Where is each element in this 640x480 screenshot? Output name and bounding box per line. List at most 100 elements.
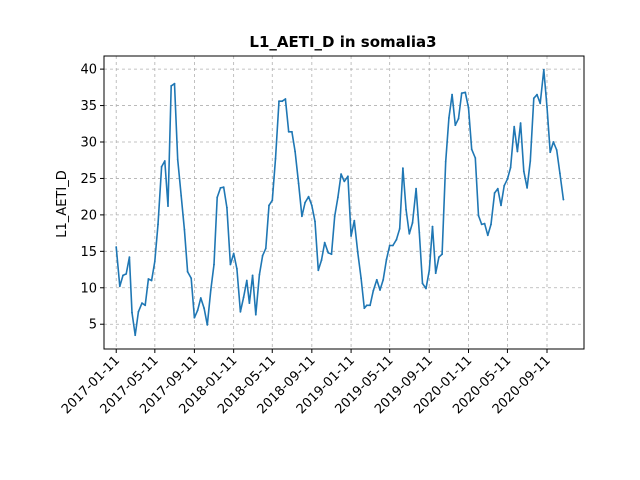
data-point <box>131 311 133 314</box>
data-point <box>369 304 371 307</box>
data-point <box>460 92 463 95</box>
plot-frame <box>103 55 585 350</box>
data-point <box>363 307 366 310</box>
data-point <box>128 256 131 259</box>
data-point <box>183 228 186 231</box>
y-tick-label: 5 <box>89 318 97 333</box>
data-point <box>503 184 506 187</box>
y-tick-label: 30 <box>80 136 97 151</box>
data-point <box>490 223 492 226</box>
data-point <box>239 310 242 313</box>
data-point <box>291 130 293 133</box>
data-point <box>448 117 450 119</box>
data-point <box>415 187 417 190</box>
data-point <box>261 254 264 257</box>
data-point <box>444 160 447 163</box>
data-point <box>160 165 163 168</box>
data-point <box>418 231 421 234</box>
data-point <box>307 195 310 198</box>
y-tick-label: 40 <box>80 63 97 78</box>
data-point <box>176 158 179 161</box>
data-point <box>203 307 206 310</box>
data-point <box>425 287 427 290</box>
data-point <box>226 206 228 209</box>
data-point <box>216 196 219 199</box>
data-point <box>431 225 434 228</box>
data-point <box>467 106 470 109</box>
data-point <box>555 149 558 151</box>
data-point <box>301 215 303 218</box>
data-point <box>141 302 143 304</box>
y-axis: 5 10 15 20 25 30 35 40 <box>80 63 104 333</box>
data-point <box>496 187 499 190</box>
data-point <box>536 93 538 96</box>
data-point <box>258 273 261 276</box>
data-point <box>395 238 398 241</box>
data-point <box>441 253 443 256</box>
data-point <box>271 199 274 202</box>
data-point <box>219 187 222 189</box>
data-point <box>245 279 248 282</box>
data-point <box>186 270 189 273</box>
data-point <box>115 246 118 248</box>
data-point <box>470 148 473 151</box>
data-point <box>125 273 128 275</box>
data-point <box>310 204 313 207</box>
data-point <box>323 241 326 244</box>
data-point <box>562 198 565 201</box>
data-point <box>333 215 336 218</box>
data-point <box>493 192 496 194</box>
y-tick-label: 10 <box>80 281 97 296</box>
data-point <box>513 125 516 128</box>
data-point <box>242 296 245 299</box>
data-point <box>337 196 339 199</box>
data-point <box>519 122 522 124</box>
data-point <box>287 130 290 133</box>
data-point <box>375 278 378 281</box>
data-point <box>122 274 124 277</box>
data-point <box>137 310 140 313</box>
data-point <box>539 102 542 105</box>
data-point <box>392 244 394 247</box>
y-tick-label: 20 <box>80 208 97 223</box>
data-point <box>408 232 411 235</box>
data-point <box>480 223 483 226</box>
y-tick-label: 35 <box>80 99 97 114</box>
data-point <box>196 309 199 312</box>
data-point <box>150 279 153 282</box>
data-point <box>294 150 296 153</box>
data-point <box>552 141 555 143</box>
data-point <box>173 82 176 85</box>
data-point <box>532 97 535 100</box>
data-point <box>320 259 323 261</box>
data-point <box>153 260 156 263</box>
data-point <box>529 160 532 162</box>
data-point <box>193 316 196 319</box>
data-point <box>434 272 437 275</box>
data-point <box>464 91 467 94</box>
data-point <box>274 157 277 160</box>
data-point <box>170 85 173 87</box>
data-point <box>398 227 401 230</box>
y-axis-label: L1_AETI_D <box>55 170 70 237</box>
data-point <box>411 222 414 224</box>
chart-title: L1_AETI_D in somalia3 <box>249 33 436 51</box>
data-point <box>522 170 525 173</box>
data-point <box>222 186 225 189</box>
data-point <box>264 247 267 250</box>
data-point <box>248 302 251 304</box>
data-point <box>372 289 375 292</box>
data-point <box>546 106 548 108</box>
data-point <box>516 150 519 153</box>
data-point <box>347 175 349 178</box>
data-point <box>457 117 460 120</box>
data-point <box>163 160 166 162</box>
data-point <box>549 151 552 154</box>
data-point <box>365 304 368 307</box>
data-point <box>229 263 232 266</box>
data-point <box>428 269 431 272</box>
data-point <box>144 304 147 307</box>
data-point <box>356 251 359 254</box>
